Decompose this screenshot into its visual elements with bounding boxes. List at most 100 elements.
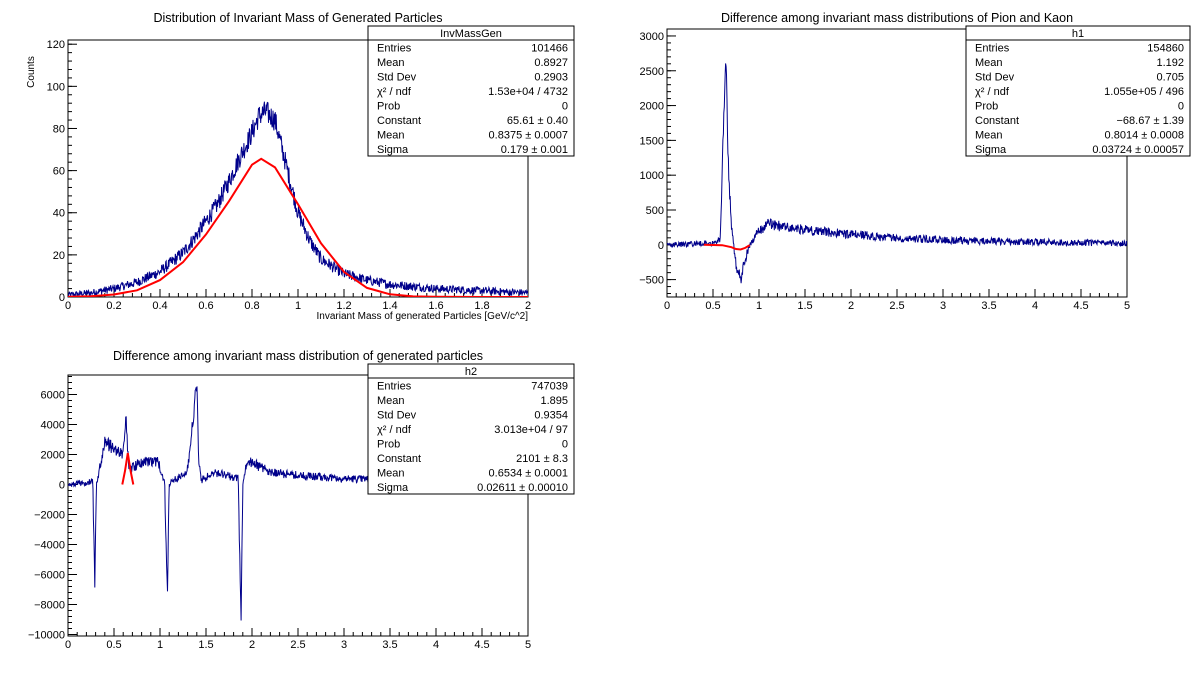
stats-value: 3.013e+04 / 97: [494, 424, 568, 436]
y-tick-label: 0: [59, 480, 65, 492]
chart-title: Difference among invariant mass distribu…: [721, 11, 1073, 25]
stats-key: Mean: [377, 57, 405, 69]
x-tick-label: 5: [525, 639, 531, 651]
x-tick-label: 1.2: [336, 300, 351, 312]
x-tick-label: 3: [341, 639, 347, 651]
stats-value: 154860: [1147, 43, 1184, 55]
x-tick-label: 2: [525, 300, 531, 312]
stats-key: Mean: [377, 130, 405, 142]
x-tick-label: 0: [65, 639, 71, 651]
y-tick-label: −8000: [34, 600, 65, 612]
x-tick-label: 0.5: [705, 300, 720, 312]
x-tick-label: 1.4: [382, 300, 397, 312]
y-tick-label: 80: [53, 123, 65, 135]
y-tick-label: 120: [47, 39, 65, 51]
y-tick-label: 6000: [41, 390, 65, 402]
y-tick-label: 1000: [640, 170, 664, 182]
stats-box-frame: [367, 363, 575, 495]
x-tick-label: 4.5: [474, 639, 489, 651]
histogram-series-p3: [68, 386, 405, 621]
stats-value: 0.03724 ± 0.00057: [1092, 144, 1184, 156]
y-tick-label: 60: [53, 166, 65, 178]
stats-key: Mean: [975, 57, 1003, 69]
x-tick-label: 5: [1124, 300, 1130, 312]
x-tick-label: 0.5: [106, 639, 121, 651]
fit-curve-p3: [121, 452, 135, 485]
stats-key: Constant: [377, 115, 421, 127]
stats-key: Entries: [377, 43, 412, 55]
stats-key: χ² / ndf: [377, 86, 412, 98]
y-tick-label: 0: [59, 292, 65, 304]
x-tick-label: 3.5: [382, 639, 397, 651]
x-tick-label: 1.5: [797, 300, 812, 312]
x-tick-label: 3: [940, 300, 946, 312]
stats-value: 1.192: [1156, 57, 1184, 69]
x-tick-label: 4: [433, 639, 439, 651]
x-tick-label: 2.5: [290, 639, 305, 651]
y-tick-label: 0: [658, 240, 664, 252]
fit-curve-p2: [703, 243, 751, 251]
y-tick-label: 2000: [41, 450, 65, 462]
stats-value: 2101 ± 8.3: [516, 453, 568, 465]
stats-key: χ² / ndf: [975, 86, 1010, 98]
y-tick-label: 2500: [640, 66, 664, 78]
y-tick-label: −500: [639, 275, 664, 287]
x-tick-label: 0.2: [106, 300, 121, 312]
panel-p1: Distribution of Invariant Mass of Genera…: [26, 11, 575, 322]
stats-key: Std Dev: [377, 410, 417, 422]
stats-value: −68.67 ± 1.39: [1116, 115, 1184, 127]
stats-box-frame: [965, 25, 1191, 157]
stats-key: Std Dev: [975, 72, 1015, 84]
stats-box: InvMassGen Entries 101466 Mean 0.8927 Std Dev…: [367, 25, 575, 157]
stats-value: 0: [562, 439, 568, 451]
histogram-series-p2: [667, 63, 1127, 284]
y-tick-label: 4000: [41, 420, 65, 432]
stats-value: 747039: [531, 381, 568, 393]
y-tick-label: 20: [53, 250, 65, 262]
y-tick-label: 500: [646, 205, 664, 217]
panel-p3: Difference among invariant mass distribu…: [28, 349, 575, 651]
stats-value: 0.02611 ± 0.00010: [477, 482, 568, 494]
stats-key: Constant: [377, 453, 421, 465]
chart-title: Difference among invariant mass distribu…: [113, 349, 483, 363]
stats-box: h1 Entries 154860 Mean 1.192 Std Dev 0.705 χ² /…: [965, 25, 1191, 157]
stats-key: Sigma: [377, 144, 409, 156]
stats-box-name: h2: [465, 366, 477, 378]
stats-key: Prob: [377, 439, 400, 451]
y-tick-label: −2000: [34, 510, 65, 522]
stats-box-name: InvMassGen: [440, 28, 502, 40]
y-tick-label: −10000: [28, 630, 65, 642]
x-tick-label: 2: [249, 639, 255, 651]
x-tick-label: 1.8: [474, 300, 489, 312]
x-tick-label: 3.5: [981, 300, 996, 312]
y-tick-label: 100: [47, 81, 65, 93]
stats-key: Prob: [377, 101, 400, 113]
x-tick-label: 0.6: [198, 300, 213, 312]
stats-key: Mean: [975, 130, 1003, 142]
stats-value: 0.8927: [534, 57, 568, 69]
y-tick-label: 1500: [640, 135, 664, 147]
stats-key: Mean: [377, 468, 405, 480]
stats-value: 0.705: [1156, 72, 1184, 84]
y-tick-label: −6000: [34, 570, 65, 582]
stats-key: χ² / ndf: [377, 424, 412, 436]
y-tick-label: 40: [53, 208, 65, 220]
stats-value: 0.2903: [534, 72, 568, 84]
stats-value: 0.179 ± 0.001: [501, 144, 568, 156]
x-tick-label: 0: [65, 300, 71, 312]
x-tick-label: 1: [157, 639, 163, 651]
stats-key: Sigma: [377, 482, 409, 494]
y-tick-label: 2000: [640, 101, 664, 113]
stats-key: Prob: [975, 101, 998, 113]
stats-box-name: h1: [1072, 28, 1084, 40]
x-axis-label: Invariant Mass of generated Particles [G…: [317, 311, 529, 322]
stats-value: 1.895: [540, 395, 568, 407]
stats-key: Sigma: [975, 144, 1007, 156]
stats-value: 1.055e+05 / 496: [1104, 86, 1184, 98]
plot-area: [68, 101, 528, 297]
panel-p2: Difference among invariant mass distribu…: [639, 11, 1191, 312]
stats-value: 0.6534 ± 0.0001: [489, 468, 568, 480]
stats-key: Std Dev: [377, 72, 417, 84]
y-tick-label: −4000: [34, 540, 65, 552]
